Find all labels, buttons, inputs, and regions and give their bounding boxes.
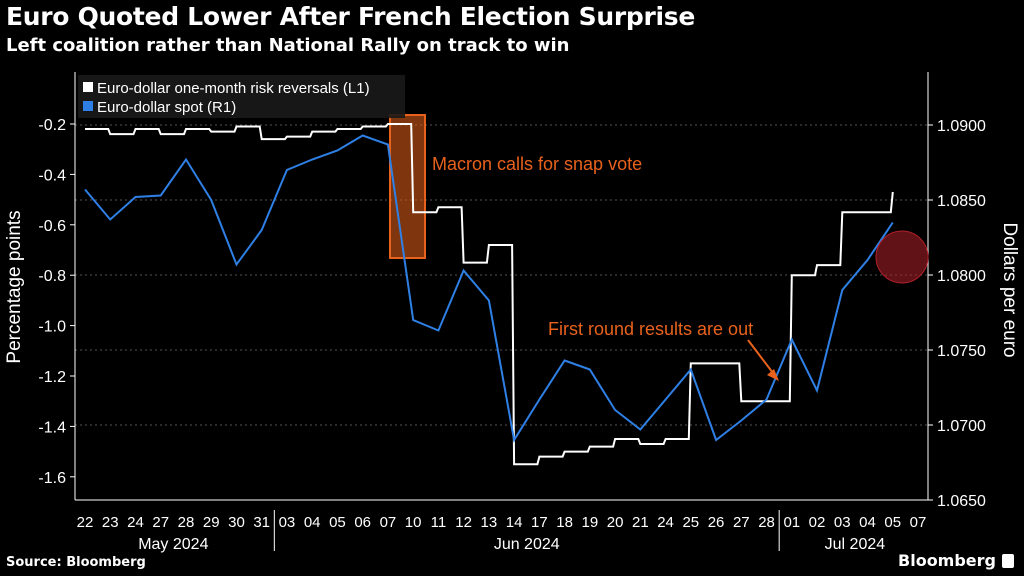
- x-tick-label: 13: [481, 514, 498, 531]
- left-tick-label: -0.6: [38, 218, 66, 235]
- x-tick-label: 05: [884, 514, 901, 531]
- x-tick-label: 24: [657, 514, 674, 531]
- x-tick-label: 05: [329, 514, 346, 531]
- x-tick-label: 23: [102, 514, 119, 531]
- left-tick-label: -1.4: [38, 419, 66, 436]
- x-tick-label: 11: [431, 514, 447, 531]
- right-tick-label: 1.0650: [937, 493, 986, 510]
- annotation-box: [389, 114, 426, 259]
- legend-background: [78, 75, 405, 118]
- legend: Euro-dollar one-month risk reversals (L1…: [78, 75, 405, 118]
- left-tick-label: -1.2: [38, 369, 66, 386]
- x-tick-label: 17: [531, 514, 548, 531]
- month-label: May 2024: [138, 536, 208, 553]
- right-axis-title: Dollars per euro: [999, 222, 1020, 357]
- x-tick-label: 14: [506, 514, 523, 531]
- x-tick-label: 02: [809, 514, 826, 531]
- x-tick-label: 21: [632, 514, 649, 531]
- x-tick-label: 19: [582, 514, 599, 531]
- left-tick-label: -0.4: [38, 167, 66, 184]
- source-note: Source: Bloomberg: [6, 555, 146, 570]
- month-label: Jun 2024: [494, 536, 560, 553]
- left-tick-label: -1.0: [38, 319, 66, 336]
- left-tick-label: -1.6: [38, 470, 66, 487]
- x-tick-label: 27: [733, 514, 750, 531]
- right-tick-label: 1.0850: [937, 193, 986, 210]
- left-tick-label: -0.8: [38, 268, 66, 285]
- right-tick-label: 1.0800: [937, 268, 986, 285]
- x-tick-label: 25: [682, 514, 699, 531]
- x-tick-label: 06: [354, 514, 371, 531]
- x-tick-label: 24: [127, 514, 144, 531]
- x-tick-label: 04: [859, 514, 876, 531]
- legend-label: Euro-dollar one-month risk reversals (L1…: [97, 80, 370, 97]
- annotation-snap-vote: Macron calls for snap vote: [432, 154, 642, 174]
- right-tick-label: 1.0700: [937, 418, 986, 435]
- x-tick-label: 18: [556, 514, 573, 531]
- risk-reversals-line: [85, 123, 894, 466]
- month-label: Jul 2024: [825, 536, 886, 553]
- right-tick-label: 1.0750: [937, 343, 986, 360]
- chart-title: Euro Quoted Lower After French Election …: [6, 2, 696, 31]
- chart-subtitle: Left coalition rather than National Rall…: [6, 35, 570, 56]
- x-tick-label: 29: [203, 514, 220, 531]
- x-tick-label: 28: [178, 514, 195, 531]
- bloomberg-logo: Bloomberg: [898, 551, 996, 570]
- legend-swatch: [83, 101, 93, 111]
- x-tick-label: 22: [77, 514, 94, 531]
- bloomberg-terminal-icon: [1002, 554, 1014, 568]
- annotation-circle: [875, 230, 929, 284]
- x-tick-label: 07: [910, 514, 927, 531]
- x-tick-label: 27: [152, 514, 169, 531]
- legend-swatch: [83, 82, 93, 92]
- x-tick-label: 30: [228, 514, 245, 531]
- right-tick-label: 1.0900: [937, 118, 986, 135]
- arrow-head-icon: [767, 369, 779, 381]
- x-tick-label: 28: [758, 514, 775, 531]
- left-axis-title: Percentage points: [4, 210, 25, 363]
- x-tick-label: 03: [834, 514, 851, 531]
- spot-line: [84, 134, 894, 443]
- left-tick-label: -0.2: [38, 117, 66, 134]
- x-tick-label: 10: [405, 514, 422, 531]
- x-tick-label: 03: [279, 514, 296, 531]
- x-tick-label: 07: [380, 514, 397, 531]
- legend-label: Euro-dollar spot (R1): [97, 99, 236, 116]
- annotation-arrow: [747, 339, 777, 378]
- x-tick-label: 12: [455, 514, 472, 531]
- x-tick-label: 20: [607, 514, 624, 531]
- x-tick-label: 04: [304, 514, 321, 531]
- x-tick-label: 31: [253, 514, 270, 531]
- x-tick-label: 01: [783, 514, 800, 531]
- x-tick-label: 26: [708, 514, 725, 531]
- annotation-first-round: First round results are out: [548, 319, 753, 339]
